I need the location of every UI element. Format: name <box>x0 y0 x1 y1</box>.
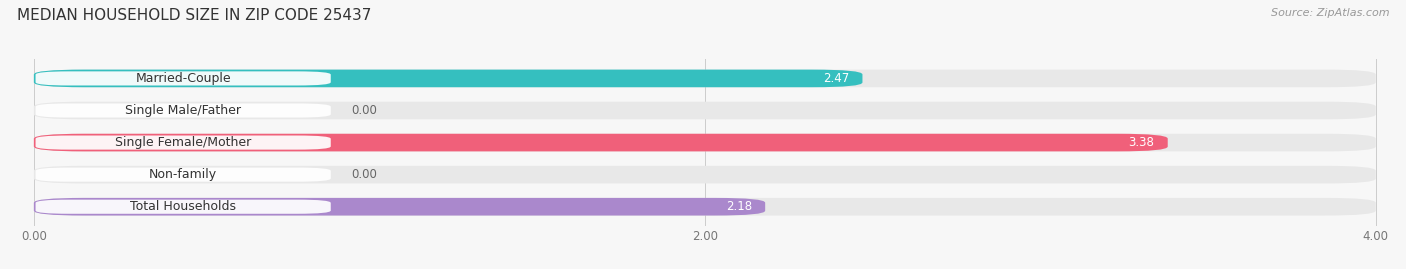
Text: 0.00: 0.00 <box>352 168 377 181</box>
FancyBboxPatch shape <box>35 168 330 182</box>
Text: 3.38: 3.38 <box>1129 136 1154 149</box>
FancyBboxPatch shape <box>34 166 1375 183</box>
Text: 2.18: 2.18 <box>725 200 752 213</box>
FancyBboxPatch shape <box>34 102 1375 119</box>
FancyBboxPatch shape <box>34 198 765 215</box>
FancyBboxPatch shape <box>35 71 330 86</box>
Text: MEDIAN HOUSEHOLD SIZE IN ZIP CODE 25437: MEDIAN HOUSEHOLD SIZE IN ZIP CODE 25437 <box>17 8 371 23</box>
FancyBboxPatch shape <box>35 104 330 118</box>
Text: 0.00: 0.00 <box>352 104 377 117</box>
FancyBboxPatch shape <box>34 198 1375 215</box>
FancyBboxPatch shape <box>35 200 330 214</box>
Text: Source: ZipAtlas.com: Source: ZipAtlas.com <box>1271 8 1389 18</box>
FancyBboxPatch shape <box>34 70 1375 87</box>
Text: Single Female/Mother: Single Female/Mother <box>115 136 252 149</box>
Text: 2.47: 2.47 <box>823 72 849 85</box>
FancyBboxPatch shape <box>34 134 1168 151</box>
FancyBboxPatch shape <box>34 134 1375 151</box>
Text: Non-family: Non-family <box>149 168 217 181</box>
Text: Married-Couple: Married-Couple <box>135 72 231 85</box>
Text: Total Households: Total Households <box>131 200 236 213</box>
FancyBboxPatch shape <box>35 136 330 150</box>
Text: Single Male/Father: Single Male/Father <box>125 104 242 117</box>
FancyBboxPatch shape <box>34 70 862 87</box>
